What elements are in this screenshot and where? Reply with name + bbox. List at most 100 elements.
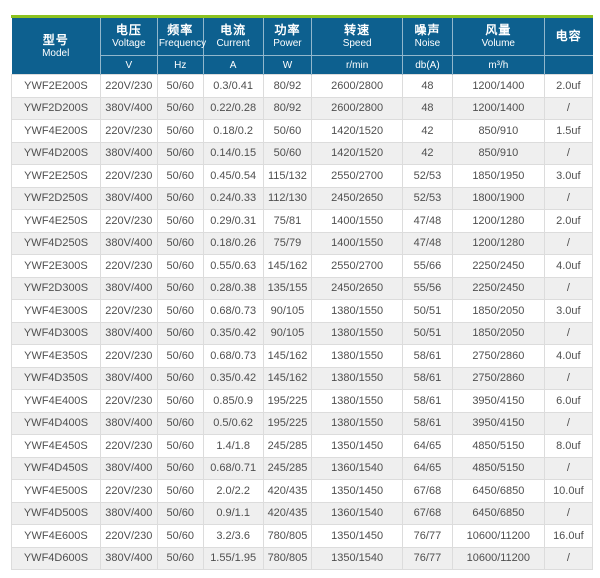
table-cell: YWF4E250S (11, 209, 101, 233)
table-cell: 1200/1280 (451, 209, 545, 233)
table-cell: 850/910 (451, 119, 545, 143)
col-header-voltage-cn: 电压 (115, 23, 142, 37)
table-cell: 67/68 (401, 501, 453, 525)
table-cell: YWF4E450S (11, 434, 101, 458)
table-cell: 16.0uf (543, 524, 594, 548)
table-cell: 1380/1550 (311, 366, 403, 390)
table-cell: 2750/2860 (451, 366, 545, 390)
col-header-volume-cn: 风量 (485, 23, 512, 37)
table-cell: 220V/230 (99, 119, 158, 143)
table-cell: 50/60 (156, 321, 204, 345)
table-row: YWF4D400S 380V/400 50/60 0.5/0.62 195/225 138… (11, 411, 594, 435)
table-cell: 2.0/2.2 (202, 479, 264, 503)
table-cell: 1200/1400 (451, 96, 545, 120)
table-cell: 0.18/0.2 (202, 119, 264, 143)
table-cell: 0.55/0.63 (202, 254, 264, 278)
unit-cell-frequency: Hz (156, 55, 204, 75)
table-cell: 220V/230 (99, 389, 158, 413)
col-header-power: 功率 Power (262, 18, 312, 56)
table-cell: 47/48 (401, 209, 453, 233)
table-row: YWF4D450S 380V/400 50/60 0.68/0.71 245/285 13… (11, 456, 594, 480)
table-cell: 380V/400 (99, 276, 158, 300)
table-cell: 50/60 (156, 231, 204, 255)
table-cell: 1380/1550 (311, 389, 403, 413)
table-header: 型号 Model 电压 Voltage 频率 Frequency 电流 Curr… (11, 18, 593, 75)
table-cell: 245/285 (262, 434, 313, 458)
table-cell: YWF4E400S (11, 389, 101, 413)
table-cell: 1850/2050 (451, 321, 545, 345)
table-cell: 50/60 (156, 299, 204, 323)
table-cell: 3950/4150 (451, 411, 545, 435)
table-row: YWF4D250S 380V/400 50/60 0.18/0.26 75/79 1400… (11, 231, 594, 255)
unit-cell-voltage: V (99, 55, 158, 75)
table-cell: 1850/2050 (451, 299, 545, 323)
table-cell: 50/60 (156, 389, 204, 413)
table-cell: 58/61 (401, 411, 453, 435)
table-cell: 0.28/0.38 (202, 276, 264, 300)
table-row: YWF4E250S 220V/230 50/60 0.29/0.31 75/81 1400… (11, 209, 594, 233)
table-cell: 1400/1550 (311, 231, 403, 255)
col-header-model: 型号 Model (11, 18, 101, 75)
table-cell: 58/61 (401, 389, 453, 413)
table-cell: 0.68/0.71 (202, 456, 264, 480)
table-cell: 3.0uf (543, 299, 594, 323)
table-cell: 380V/400 (99, 141, 158, 165)
table-cell: / (543, 321, 594, 345)
table-cell: 6450/6850 (451, 501, 545, 525)
table-cell: 76/77 (401, 524, 453, 548)
unit-cell-power: W (262, 55, 312, 75)
table-cell: 780/805 (262, 546, 313, 570)
table-cell: 1380/1550 (311, 299, 403, 323)
table-cell: 50/60 (156, 119, 204, 143)
table-cell: 50/60 (262, 141, 313, 165)
table-cell: 6450/6850 (451, 479, 545, 503)
col-header-voltage-en: Voltage (112, 38, 146, 49)
table-cell: 50/60 (156, 344, 204, 368)
table-cell: YWF4D450S (11, 456, 101, 480)
table-cell: 1200/1280 (451, 231, 545, 255)
col-header-speed-en: Speed (342, 38, 372, 49)
spec-table: 型号 Model 电压 Voltage 频率 Frequency 电流 Curr… (11, 18, 594, 570)
table-cell: 1350/1540 (311, 546, 403, 570)
table-cell: 50/60 (156, 186, 204, 210)
table-cell: 75/81 (262, 209, 313, 233)
col-header-voltage: 电压 Voltage (99, 18, 158, 56)
table-cell: / (543, 276, 594, 300)
col-header-noise-en: Noise (414, 38, 441, 49)
table-cell: 112/130 (262, 186, 313, 210)
table-cell: 0.14/0.15 (202, 141, 264, 165)
table-cell: YWF4D600S (11, 546, 101, 570)
table-cell: 220V/230 (99, 209, 158, 233)
table-cell: 42 (401, 141, 453, 165)
table-cell: 47/48 (401, 231, 453, 255)
table-cell: 220V/230 (99, 74, 158, 98)
table-cell: 380V/400 (99, 231, 158, 255)
table-cell: 145/162 (262, 344, 313, 368)
table-cell: 115/132 (262, 164, 313, 188)
table-cell: 1.4/1.8 (202, 434, 264, 458)
table-cell: 1420/1520 (311, 141, 403, 165)
table-cell: 55/66 (401, 254, 453, 278)
table-cell: 4850/5150 (451, 456, 545, 480)
table-cell: 55/56 (401, 276, 453, 300)
table-cell: 3.0uf (543, 164, 594, 188)
table-cell: 1360/1540 (311, 456, 403, 480)
table-cell: YWF2E250S (11, 164, 101, 188)
table-cell: 4850/5150 (451, 434, 545, 458)
table-cell: YWF4D350S (11, 366, 101, 390)
table-cell: 4.0uf (543, 254, 594, 278)
table-cell: YWF4E600S (11, 524, 101, 548)
table-cell: 1360/1540 (311, 501, 403, 525)
table-cell: YWF2D250S (11, 186, 101, 210)
col-header-speed: 转速 Speed (311, 18, 403, 56)
unit-cell-current: A (202, 55, 264, 75)
table-cell: 50/51 (401, 321, 453, 345)
table-cell: 67/68 (401, 479, 453, 503)
table-cell: 1380/1550 (311, 344, 403, 368)
table-cell: 50/60 (156, 276, 204, 300)
table-cell: 2450/2650 (311, 186, 403, 210)
table-cell: 50/60 (156, 501, 204, 525)
col-header-power-cn: 功率 (274, 23, 301, 37)
table-cell: 380V/400 (99, 186, 158, 210)
col-header-volume: 风量 Volume (451, 18, 545, 56)
